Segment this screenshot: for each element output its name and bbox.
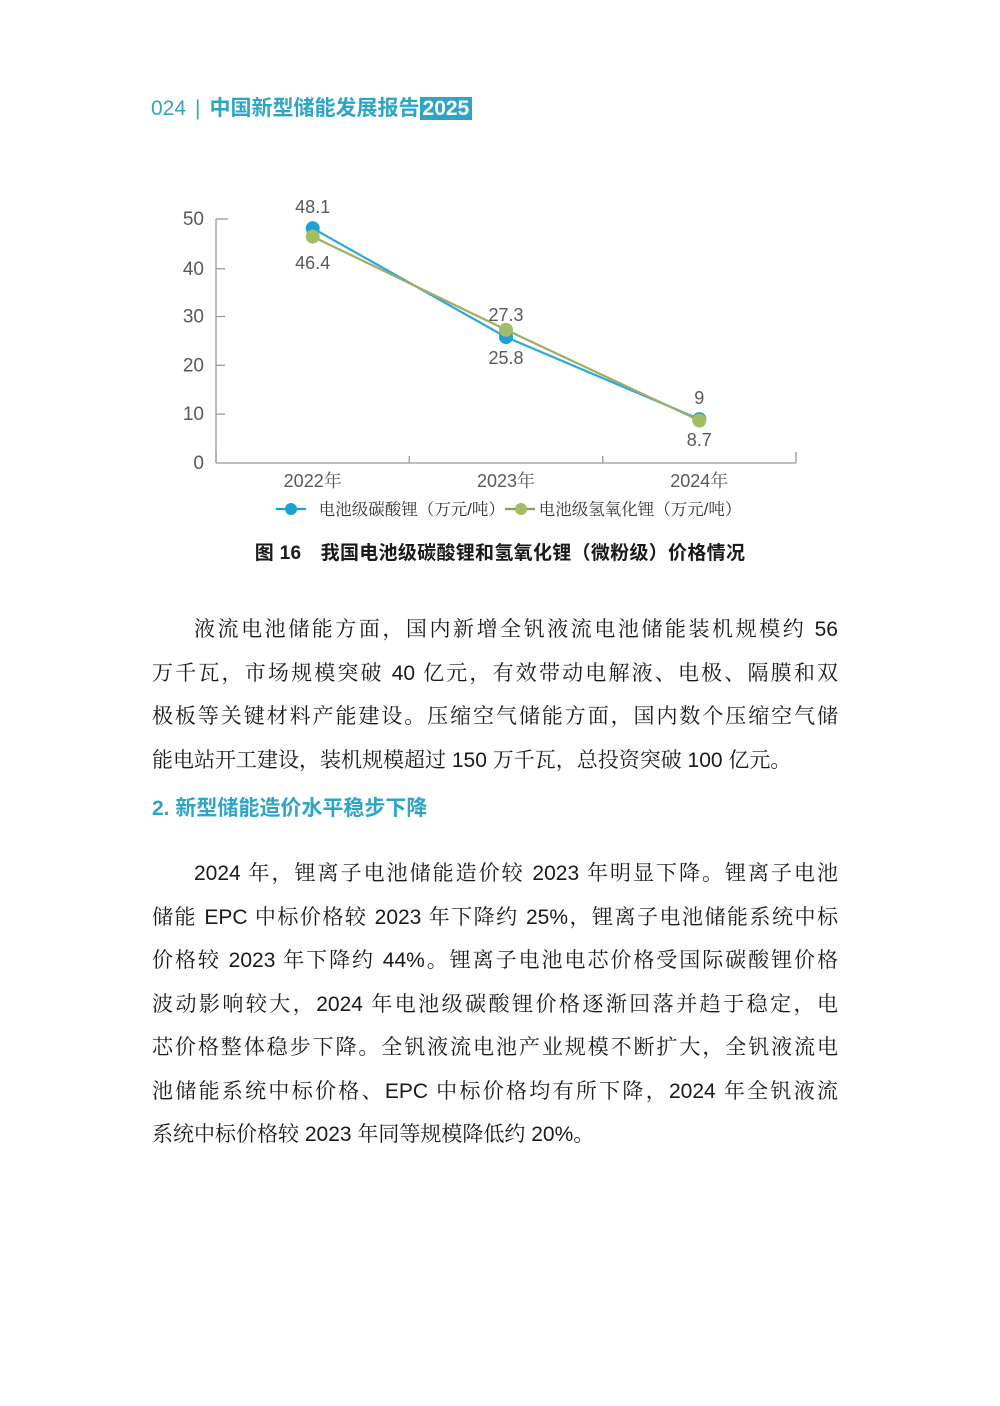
- svg-text:10: 10: [183, 404, 204, 425]
- svg-text:2022年: 2022年: [284, 470, 342, 491]
- svg-text:电池级氢氧化锂（万元/吨）: 电池级氢氧化锂（万元/吨）: [539, 500, 742, 519]
- svg-text:2024年: 2024年: [670, 470, 728, 491]
- svg-text:40: 40: [183, 259, 204, 280]
- svg-text:9: 9: [694, 388, 704, 408]
- svg-text:46.4: 46.4: [295, 253, 330, 273]
- svg-text:0: 0: [193, 453, 204, 474]
- svg-text:8.7: 8.7: [687, 430, 712, 450]
- svg-text:电池级碳酸锂（万元/吨）: 电池级碳酸锂（万元/吨）: [319, 500, 505, 519]
- svg-text:25.8: 25.8: [488, 348, 523, 368]
- svg-text:48.1: 48.1: [295, 197, 330, 217]
- svg-text:30: 30: [183, 307, 204, 328]
- svg-text:27.3: 27.3: [488, 305, 523, 325]
- svg-text:2023年: 2023年: [477, 470, 535, 491]
- svg-text:50: 50: [183, 209, 204, 230]
- svg-text:20: 20: [183, 355, 204, 376]
